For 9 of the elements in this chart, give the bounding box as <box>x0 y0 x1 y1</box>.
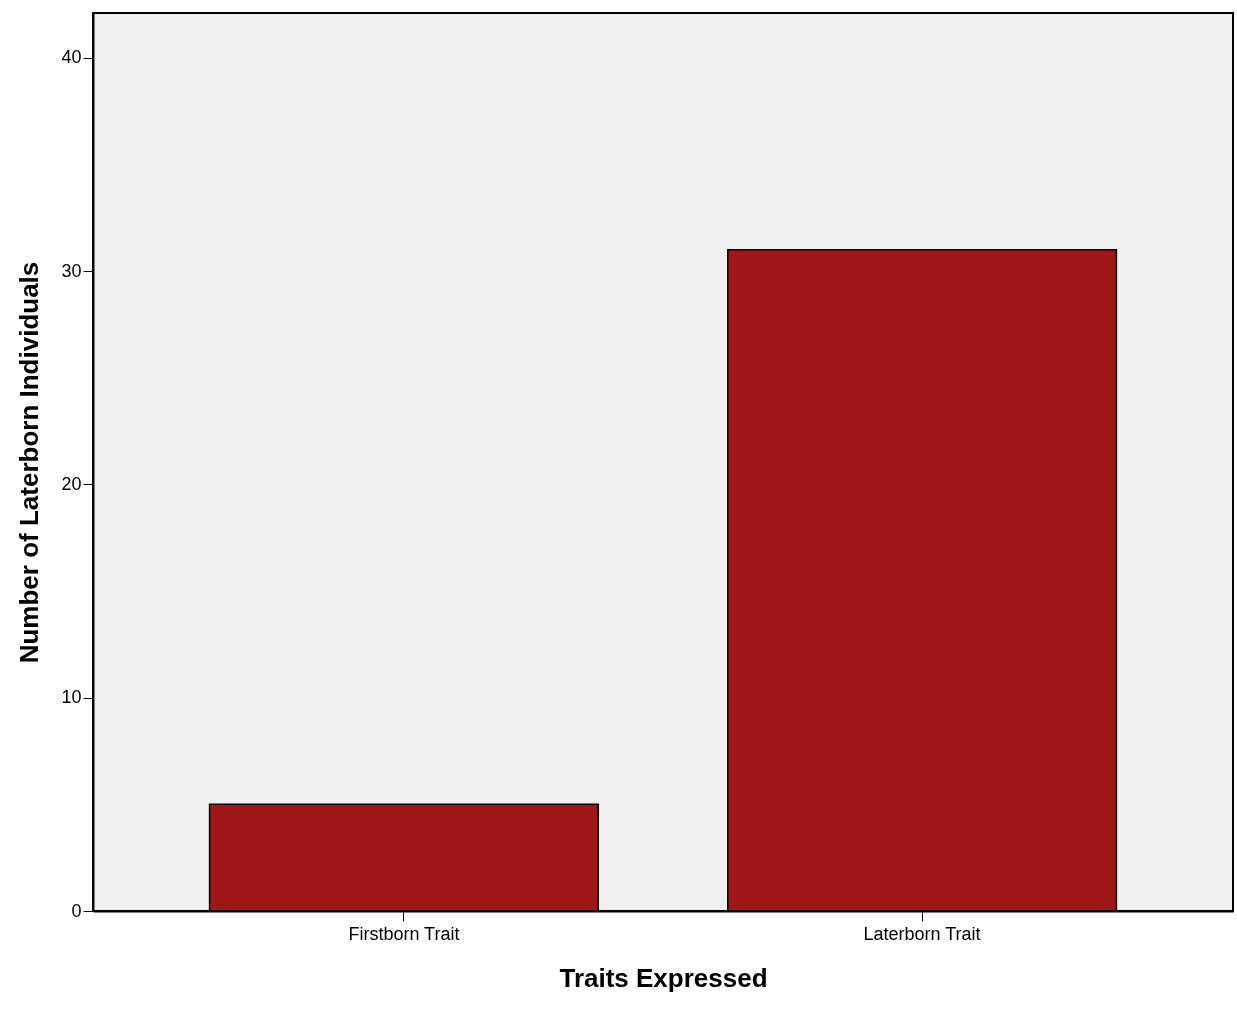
y-tick-label: 0 <box>71 900 82 921</box>
y-tick-label: 40 <box>61 47 82 68</box>
y-tick-label: 30 <box>61 260 82 281</box>
x-tick-label: Firstborn Trait <box>348 923 460 944</box>
x-tick-label: Laterborn Trait <box>863 923 981 944</box>
y-tick-label: 10 <box>61 687 82 708</box>
x-axis-title: Traits Expressed <box>559 962 768 993</box>
y-axis-title: Number of Laterborn Individuals <box>14 261 45 664</box>
y-tick-label: 20 <box>61 473 82 494</box>
